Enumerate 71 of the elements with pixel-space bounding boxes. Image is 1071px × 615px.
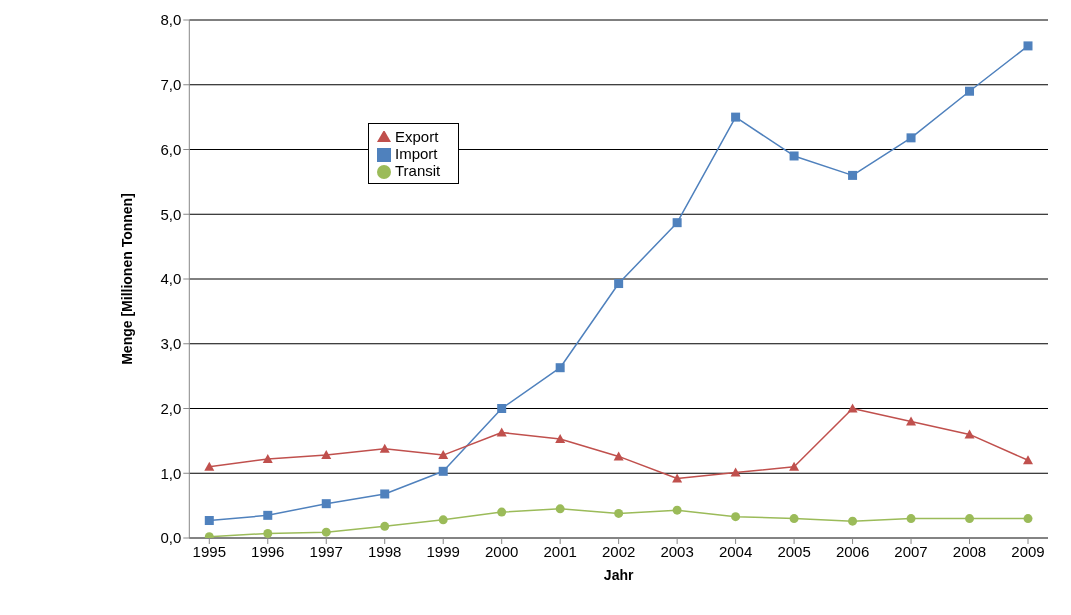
point — [321, 499, 331, 509]
x-tick-label: 1997 — [309, 542, 343, 560]
x-tick-label: 2002 — [601, 542, 636, 560]
point — [438, 450, 449, 460]
y-tick-label: 0,0 — [160, 529, 182, 547]
x-tick-label: 1996 — [251, 542, 285, 560]
point — [555, 433, 566, 443]
x-tick-label: 2004 — [718, 542, 753, 560]
point — [613, 451, 624, 461]
point — [847, 403, 858, 413]
point — [555, 504, 565, 514]
x-tick-label: 2003 — [660, 542, 694, 560]
point — [965, 86, 975, 96]
x-axis-title: Jahr — [603, 567, 634, 583]
point — [672, 218, 682, 228]
y-tick-label: 1,0 — [160, 464, 182, 482]
point — [497, 404, 507, 413]
point — [614, 508, 624, 518]
y-tick-label: 5,0 — [160, 205, 182, 223]
point — [614, 279, 624, 289]
y-tick-label: 8,0 — [160, 11, 182, 29]
x-tick-label: 2001 — [543, 542, 577, 560]
legend-label: Transit — [395, 162, 441, 180]
point — [321, 450, 332, 460]
point — [379, 443, 390, 453]
point — [731, 512, 741, 522]
x-tick-label: 1998 — [368, 542, 402, 560]
point — [789, 461, 800, 471]
point — [380, 521, 390, 531]
point — [262, 454, 273, 464]
point — [321, 527, 331, 537]
point — [672, 505, 682, 515]
x-tick-label: 2009 — [1011, 542, 1045, 560]
point — [555, 363, 565, 373]
point — [964, 429, 975, 439]
x-tick-label: 2006 — [835, 542, 870, 560]
point — [204, 516, 214, 526]
x-tick-label: 2005 — [777, 542, 811, 560]
point — [263, 510, 273, 520]
point — [380, 489, 390, 499]
y-axis-title: Menge [Millionen Tonnen] — [119, 193, 136, 365]
point — [497, 507, 507, 517]
y-tick-label: 2,0 — [160, 399, 182, 417]
point — [848, 170, 858, 180]
x-tick-label: 1999 — [426, 542, 460, 560]
point — [965, 514, 975, 524]
legend-label: Export — [395, 128, 439, 145]
y-tick-label: 7,0 — [160, 76, 182, 94]
point — [204, 461, 215, 471]
point — [263, 528, 273, 538]
x-tick-label: 1995 — [192, 542, 226, 560]
point — [731, 112, 741, 122]
point — [906, 133, 916, 143]
point — [730, 467, 741, 477]
point — [1023, 455, 1033, 465]
point — [848, 516, 858, 526]
y-tick-label: 4,0 — [160, 270, 182, 288]
x-tick-label: 2008 — [952, 542, 987, 560]
point — [906, 514, 916, 524]
x-tick-label: 2000 — [485, 542, 519, 560]
point — [1023, 41, 1033, 51]
point — [906, 416, 917, 426]
x-tick-label: 2007 — [894, 542, 928, 560]
point — [789, 151, 799, 161]
point — [438, 515, 448, 525]
point — [1023, 514, 1033, 524]
y-tick-label: 6,0 — [160, 140, 182, 158]
legend-label: Import — [395, 145, 438, 163]
y-tick-label: 3,0 — [160, 335, 182, 353]
point — [438, 466, 448, 476]
point — [789, 514, 799, 524]
